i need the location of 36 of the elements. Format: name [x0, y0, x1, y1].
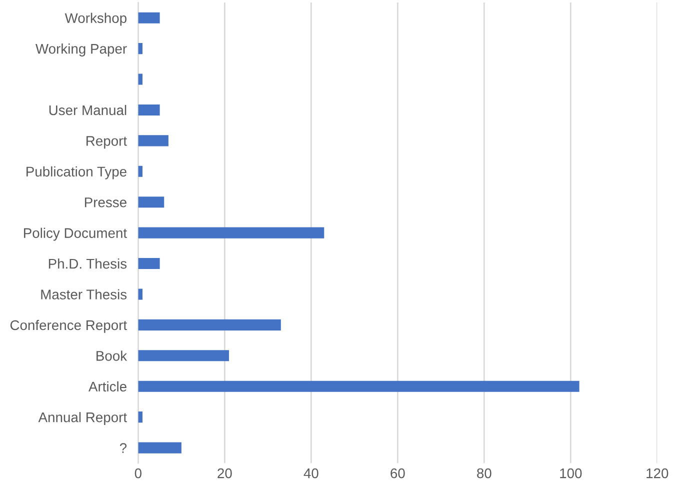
- bar: [138, 74, 142, 85]
- bar: [138, 442, 182, 454]
- bar: [138, 166, 142, 177]
- x-tick-label: 120: [646, 468, 668, 478]
- x-tick-label: 40: [304, 468, 318, 478]
- bar: [138, 319, 281, 330]
- x-tick-label: 60: [390, 468, 405, 478]
- bar: [138, 350, 229, 362]
- y-tick-label: ?: [120, 443, 127, 453]
- bar: [138, 12, 160, 24]
- bar: [138, 43, 142, 54]
- y-tick-label: Book: [96, 350, 128, 361]
- y-tick-label: Publication Type: [26, 166, 126, 180]
- y-tick-label: Report: [86, 136, 127, 149]
- x-tick-label: 80: [477, 468, 492, 478]
- y-tick-label: Conference Report: [10, 320, 127, 333]
- y-tick-label: Policy Document: [24, 228, 127, 241]
- bar: [138, 412, 142, 423]
- bar: [138, 196, 164, 208]
- y-tick-label: User Manual: [49, 104, 126, 116]
- x-tick-label: 0: [134, 468, 142, 478]
- y-tick-label: Annual Report: [38, 412, 127, 425]
- bar: [138, 227, 324, 238]
- bar: [138, 380, 580, 392]
- y-tick-label: Article: [88, 381, 126, 392]
- x-tick-label: 100: [560, 468, 582, 478]
- bar: [138, 135, 168, 146]
- bar: [138, 258, 160, 270]
- bar: [138, 288, 142, 300]
- y-tick-label: Working Paper: [36, 44, 127, 56]
- bar: [138, 104, 160, 116]
- y-tick-label: Presse: [84, 198, 126, 208]
- y-tick-label: Master Thesis: [41, 289, 127, 300]
- y-tick-label: Ph.D. Thesis: [48, 258, 127, 269]
- x-tick-label: 20: [218, 468, 232, 478]
- y-tick-label: Workshop: [64, 12, 126, 26]
